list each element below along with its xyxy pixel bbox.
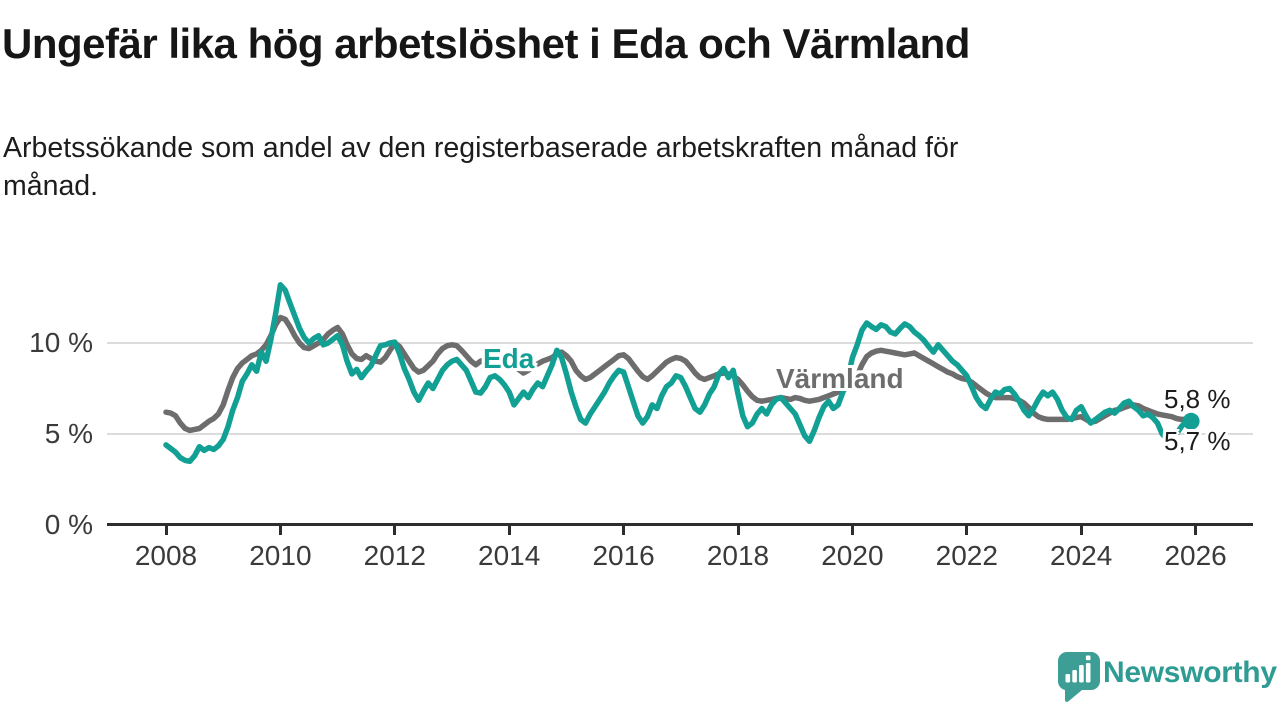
logo-bar-3 [1079,665,1084,683]
x-axis-tick-2014 [507,526,511,535]
x-axis-tick-2022 [965,526,969,535]
logo-exclamation-dot [1085,655,1091,661]
x-axis-line [107,523,1253,526]
subtitle-line-2: månad. [3,170,99,202]
end-value-label-eda: 5,7 % [1164,426,1231,456]
newsworthy-logo-text: Newsworthy [1103,656,1277,689]
x-axis-label-2024: 2024 [1050,540,1113,571]
x-axis-label-2020: 2020 [821,540,884,571]
x-axis-label-2018: 2018 [706,540,770,571]
x-axis-tick-2026 [1194,526,1198,535]
page-title: Ungefär lika hög arbetslöshet i Eda och … [2,20,970,67]
y-axis-label-10: 10 % [29,327,93,358]
y-axis-label-0: 0 % [44,509,93,540]
end-value-label-varmland: 5,8 % [1164,384,1231,414]
x-axis-label-2022: 2022 [935,540,998,571]
x-axis-label-2016: 2016 [592,540,655,571]
logo-bubble [1057,652,1100,702]
series-label-varmland: Värmland [776,363,904,394]
x-axis-tick-2010 [278,526,282,535]
logo-bar-2 [1072,670,1077,683]
gridline-10 [107,342,1253,344]
chart-subtitle: Arbetssökande som andel av den registerb… [3,129,958,205]
x-axis-tick-2012 [393,526,397,535]
series-label-eda: Eda [483,343,535,374]
x-axis-tick-2024 [1079,526,1083,535]
x-axis-label-2014: 2014 [478,540,541,571]
subtitle-line-1: Arbetssökande som andel av den registerb… [3,132,959,164]
x-axis-tick-2018 [736,526,740,535]
x-axis-label-2012: 2012 [363,540,426,571]
x-axis-tick-2008 [164,526,168,535]
newsworthy-logo-icon [1057,652,1100,702]
x-axis-label-2026: 2026 [1164,540,1227,571]
x-axis-tick-2020 [850,526,854,535]
x-axis-tick-2016 [622,526,626,535]
x-axis-label-2010: 2010 [249,540,312,571]
y-axis-label-5: 5 % [44,418,93,449]
gridline-5 [107,433,1253,435]
x-axis-label-2008: 2008 [134,540,198,571]
logo-bar-1 [1065,674,1071,683]
logo-exclamation-bar [1085,663,1091,683]
